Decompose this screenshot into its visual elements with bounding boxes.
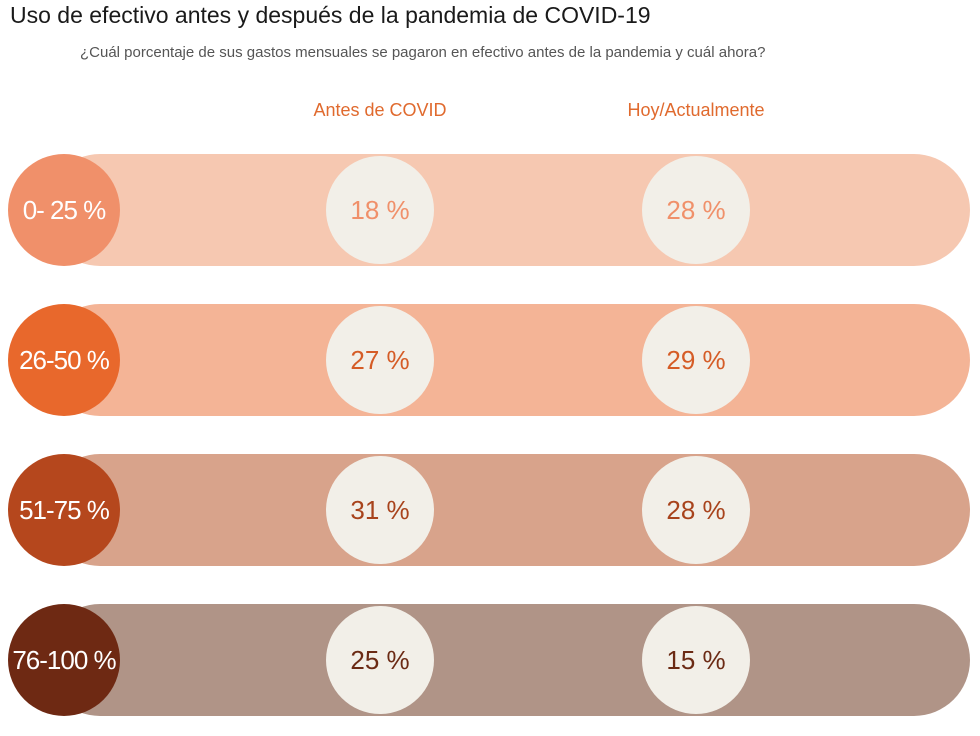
row-band	[44, 454, 970, 566]
column-header-antes: Antes de COVID	[313, 100, 447, 120]
value-antes: 27 %	[326, 306, 434, 414]
chart-row: 0- 25 % 18 % 28 %	[8, 154, 970, 266]
value-hoy: 28 %	[642, 456, 750, 564]
category-label: 0- 25 %	[8, 154, 120, 266]
chart-row: 26-50 % 27 % 29 %	[8, 304, 970, 416]
category-label: 51-75 %	[8, 454, 120, 566]
value-hoy: 15 %	[642, 606, 750, 714]
chart-subtitle: ¿Cuál porcentaje de sus gastos mensuales…	[80, 44, 766, 61]
row-band	[44, 604, 970, 716]
column-header-hoy: Hoy/Actualmente	[627, 100, 765, 120]
value-antes: 25 %	[326, 606, 434, 714]
category-label: 26-50 %	[8, 304, 120, 416]
row-band	[44, 304, 970, 416]
value-hoy: 29 %	[642, 306, 750, 414]
category-label: 76-100 %	[8, 604, 120, 716]
chart-row: 76-100 % 25 % 15 %	[8, 604, 970, 716]
value-hoy: 28 %	[642, 156, 750, 264]
chart-row: 51-75 % 31 % 28 %	[8, 454, 970, 566]
value-antes: 31 %	[326, 456, 434, 564]
chart-title: Uso de efectivo antes y después de la pa…	[10, 2, 651, 28]
row-band	[44, 154, 970, 266]
value-antes: 18 %	[326, 156, 434, 264]
